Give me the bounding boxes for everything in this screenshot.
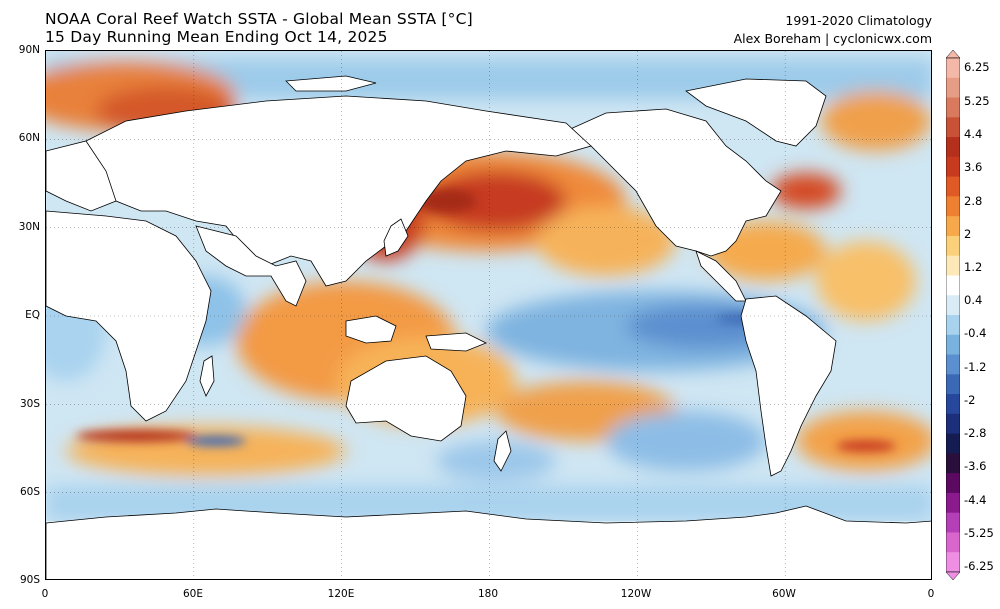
colorbar-tick: -2.8 xyxy=(964,426,987,440)
colorbar-tick: 6.25 xyxy=(964,60,990,74)
new-guinea xyxy=(425,332,487,352)
colorbar-cell xyxy=(946,374,960,395)
lat-label-30s: 30S xyxy=(19,398,40,410)
colorbar-cell xyxy=(946,512,960,533)
colorbar-cell xyxy=(946,295,960,316)
europe-west xyxy=(46,140,117,212)
africa xyxy=(46,210,212,422)
colorbar-tick: 4.4 xyxy=(964,127,983,141)
colorbar-extend-bottom xyxy=(946,571,960,580)
colorbar-tick: -3.6 xyxy=(964,459,987,473)
colorbar-tick: 5.25 xyxy=(964,94,990,108)
title-line-1: NOAA Coral Reef Watch SSTA - Global Mean… xyxy=(45,10,473,28)
colorbar-tick: 2.8 xyxy=(964,194,983,208)
colorbar-tick: -1.2 xyxy=(964,360,987,374)
map-title: NOAA Coral Reef Watch SSTA - Global Mean… xyxy=(45,10,473,46)
lat-label-90n: 90N xyxy=(18,44,40,56)
borneo-sumatra xyxy=(345,315,397,344)
lat-label-60s: 60S xyxy=(19,486,40,498)
lat-label-30n: 30N xyxy=(18,221,40,233)
colorbar-tick: 3.6 xyxy=(964,160,983,174)
colorbar-cell xyxy=(946,58,960,79)
antarctica xyxy=(46,505,931,579)
colorbar-tick: 1.2 xyxy=(964,260,983,274)
ssta-map xyxy=(45,50,932,580)
colorbar-cell xyxy=(946,196,960,217)
colorbar-cell xyxy=(946,275,960,296)
colorbar-tick: -2 xyxy=(964,393,976,407)
colorbar-cell xyxy=(946,137,960,158)
title-line-2: 15 Day Running Mean Ending Oct 14, 2025 xyxy=(45,28,388,46)
colorbar-tick: -5.25 xyxy=(964,526,994,540)
author-credit: Alex Boreham | cyclonicwx.com xyxy=(733,31,932,46)
north-america xyxy=(565,108,782,257)
colorbar-cell xyxy=(946,216,960,237)
colorbar-cell xyxy=(946,433,960,454)
lon-label-120w: 120W xyxy=(620,588,652,600)
colorbar-tick: -6.25 xyxy=(964,559,994,573)
colorbar-tick: 2 xyxy=(964,227,972,241)
lon-label-120e: 120E xyxy=(327,588,355,600)
greenland xyxy=(685,78,827,147)
colorbar-cell xyxy=(946,394,960,415)
colorbar-cell xyxy=(946,255,960,276)
lon-label-60w: 60W xyxy=(772,588,796,600)
colorbar-cell xyxy=(946,532,960,553)
land xyxy=(46,75,931,579)
south-america xyxy=(740,295,837,477)
arabia-india xyxy=(195,225,307,307)
japan xyxy=(383,218,409,257)
climatology-label: 1991-2020 Climatology xyxy=(785,13,932,28)
colorbar-cell xyxy=(946,156,960,178)
colorbar-tick: -4.4 xyxy=(964,493,987,507)
graticule xyxy=(46,51,931,579)
ssta-map-canvas xyxy=(46,51,931,579)
lat-label-60n: 60N xyxy=(18,132,40,144)
colorbar-cell xyxy=(946,453,960,474)
lon-label-0-left: 0 xyxy=(41,588,49,600)
colorbar-extend-top xyxy=(946,50,960,59)
colorbar-tick: 0.4 xyxy=(964,293,983,307)
colorbar-cell xyxy=(946,492,960,514)
lat-label-90s: 90S xyxy=(19,574,40,586)
colorbar-cell xyxy=(946,473,960,494)
lon-label-0-right: 0 xyxy=(927,588,935,600)
lat-label-eq: EQ xyxy=(25,309,40,321)
colorbar-cell xyxy=(946,235,960,257)
colorbar-cell xyxy=(946,97,960,118)
colorbar xyxy=(946,50,960,580)
colorbar-cell xyxy=(946,354,960,375)
madagascar xyxy=(199,355,215,397)
lon-label-180: 180 xyxy=(477,588,499,600)
colorbar-cell xyxy=(946,334,960,356)
lon-label-60e: 60E xyxy=(183,588,203,600)
colorbar-cell xyxy=(946,315,960,336)
colorbar-cell xyxy=(946,552,960,573)
central-america xyxy=(695,250,747,302)
colorbar-cell xyxy=(946,117,960,138)
colorbar-cell xyxy=(946,413,960,435)
colorbar-cell xyxy=(946,176,960,197)
credits: 1991-2020 Climatology Alex Boreham | cyc… xyxy=(734,12,932,48)
australia xyxy=(345,355,467,442)
new-zealand xyxy=(493,430,512,472)
arctic-islands xyxy=(285,75,377,92)
colorbar-tick: -0.4 xyxy=(964,326,987,340)
colorbar-cell xyxy=(946,77,960,99)
colorbar-cells xyxy=(946,50,960,580)
